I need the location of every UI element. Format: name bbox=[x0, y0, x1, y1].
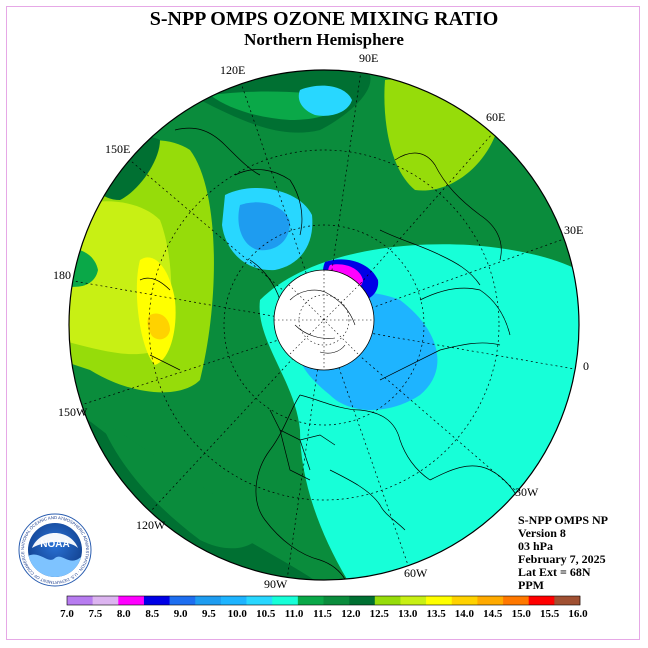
colorbar-label: 7.0 bbox=[60, 608, 74, 620]
info-date: February 7, 2025 bbox=[518, 552, 606, 566]
colorbar-swatch bbox=[451, 596, 478, 605]
colorbar-swatch bbox=[195, 596, 222, 605]
map-subtitle: Northern Hemisphere bbox=[244, 30, 404, 49]
colorbar-label: 7.5 bbox=[88, 608, 103, 620]
lon-label-60E: 60E bbox=[486, 110, 506, 124]
lon-label-180: 180 bbox=[53, 268, 71, 282]
lon-label-120W: 120W bbox=[136, 518, 166, 532]
lon-label-150W: 150W bbox=[58, 405, 88, 419]
colorbar-outline bbox=[66, 595, 581, 606]
polar-cap bbox=[273, 269, 375, 371]
colorbar-label: 8.5 bbox=[145, 608, 160, 620]
colorbar-label: 16.0 bbox=[568, 608, 588, 620]
lon-label-60W: 60W bbox=[404, 566, 428, 580]
colorbar-swatch bbox=[554, 596, 581, 605]
colorbar-label: 15.5 bbox=[539, 608, 560, 620]
colorbar-swatch bbox=[374, 596, 401, 605]
colorbar-swatch bbox=[118, 596, 145, 605]
colorbar-label: 12.5 bbox=[369, 608, 389, 620]
lon-label-30W: 30W bbox=[515, 485, 539, 499]
colorbar-label: 11.5 bbox=[313, 608, 332, 620]
colorbar-swatch bbox=[92, 596, 119, 605]
lon-label-120E: 120E bbox=[220, 63, 246, 77]
lon-label-150E: 150E bbox=[105, 142, 131, 156]
lon-label-90E: 90E bbox=[359, 51, 379, 65]
plot-frame bbox=[6, 6, 640, 640]
graticule bbox=[69, 70, 579, 580]
lon-label-30E: 30E bbox=[564, 223, 584, 237]
colorbar-label: 12.0 bbox=[341, 608, 361, 620]
info-block: S-NPP OMPS NP Version 8 03 hPa February … bbox=[518, 514, 608, 592]
noaa-logo-text: NOAA bbox=[40, 539, 69, 550]
info-pressure: 03 hPa bbox=[518, 539, 554, 553]
info-units: PPM bbox=[518, 578, 544, 592]
noaa-logo: NOAA NATIONAL OCEANIC AND ATMOSPHERIC AD… bbox=[18, 513, 92, 587]
colorbar-swatch bbox=[528, 596, 555, 605]
colorbar-label: 9.0 bbox=[173, 608, 188, 620]
info-instrument: S-NPP OMPS NP bbox=[518, 513, 608, 527]
info-version: Version 8 bbox=[518, 526, 566, 540]
colorbar-swatch bbox=[143, 596, 170, 605]
colorbar-label: 11.0 bbox=[284, 608, 304, 620]
colorbar-label: 8.0 bbox=[116, 608, 131, 620]
colorbar-swatch bbox=[220, 596, 247, 605]
colorbar-label: 15.0 bbox=[511, 608, 531, 620]
colorbar-swatch bbox=[323, 596, 350, 605]
colorbar-swatch bbox=[272, 596, 299, 605]
lon-label-90W: 90W bbox=[264, 577, 288, 591]
info-lat-ext: Lat Ext = 68N bbox=[518, 565, 591, 579]
colorbar-swatch bbox=[477, 596, 504, 605]
colorbar-label: 14.5 bbox=[483, 608, 503, 620]
lon-label-0: 0 bbox=[583, 359, 589, 373]
colorbar-swatch bbox=[169, 596, 196, 605]
colorbar-swatch bbox=[426, 596, 453, 605]
colorbar-swatch bbox=[400, 596, 427, 605]
colorbar-label: 14.0 bbox=[454, 608, 475, 620]
colorbar-swatch bbox=[349, 596, 376, 605]
colorbar-label: 13.0 bbox=[398, 608, 418, 620]
colorbar-label: 10.0 bbox=[227, 608, 247, 620]
colorbar-label: 13.5 bbox=[426, 608, 446, 620]
map-boundary bbox=[68, 69, 580, 581]
colorbar-swatch bbox=[503, 596, 529, 605]
colorbar-label: 10.5 bbox=[256, 608, 276, 620]
colorbar-swatch bbox=[246, 596, 273, 605]
colorbar-swatch bbox=[67, 596, 93, 605]
colorbar bbox=[66, 595, 581, 606]
colorbar-label: 9.5 bbox=[202, 608, 216, 620]
colorbar-swatch bbox=[297, 596, 324, 605]
map-title: S-NPP OMPS OZONE MIXING RATIO bbox=[149, 8, 499, 30]
